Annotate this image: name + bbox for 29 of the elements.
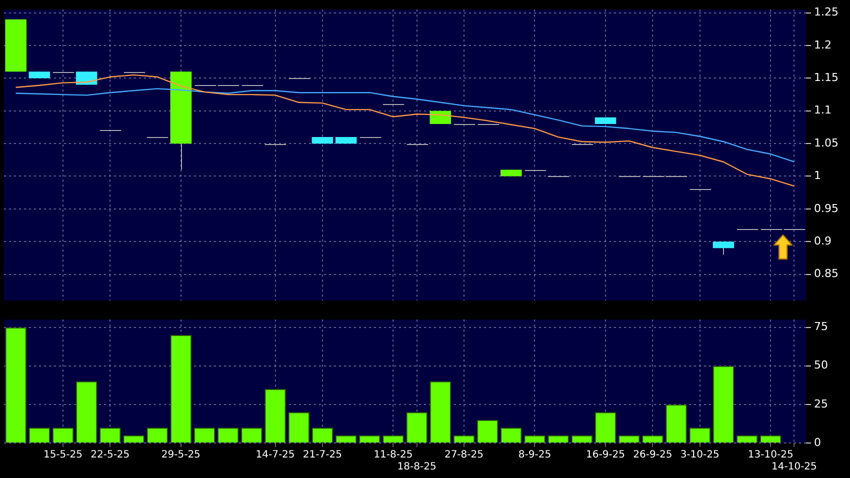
y-tick-label: 75: [814, 320, 828, 334]
candlestick: [712, 241, 734, 256]
y-tick-label: 1.1: [814, 104, 832, 117]
y-tick-label: 1.2: [814, 38, 832, 52]
y-tick-label: 25: [814, 397, 828, 410]
y-tick-label: 0: [814, 436, 821, 449]
x-tick-label: 15-5-25: [43, 450, 82, 461]
y-tick-label: 1: [814, 169, 821, 182]
x-tick-label: 14-7-25: [256, 450, 295, 461]
x-tick-label: 26-9-25: [633, 450, 672, 461]
x-tick-label: 8-9-25: [518, 450, 552, 461]
x-tick-label: 16-9-25: [586, 450, 626, 461]
x-tick-label: 13-10-25: [748, 450, 794, 461]
y-tick-label: 0.85: [814, 267, 838, 280]
x-tick-label: 14-10-25: [772, 462, 817, 473]
x-tick-label: 22-5-25: [90, 450, 130, 461]
y-tick-label: 50: [814, 358, 828, 372]
x-tick-label: 29-5-25: [161, 450, 200, 461]
x-tick-label: 27-8-25: [444, 450, 484, 461]
candlestick: [76, 71, 98, 86]
y-tick-label: 1.15: [814, 71, 838, 84]
y-tick-label: 1.05: [814, 136, 838, 150]
y-tick-label: 1.25: [814, 6, 838, 19]
y-tick-label: 0.9: [814, 234, 832, 248]
x-tick-label: 11-8-25: [374, 450, 413, 461]
x-tick-label: 3-10-25: [680, 450, 720, 461]
y-tick-label: 0.95: [814, 202, 838, 215]
x-tick-label: 18-8-25: [397, 462, 436, 473]
x-tick-label: 21-7-25: [302, 450, 342, 461]
